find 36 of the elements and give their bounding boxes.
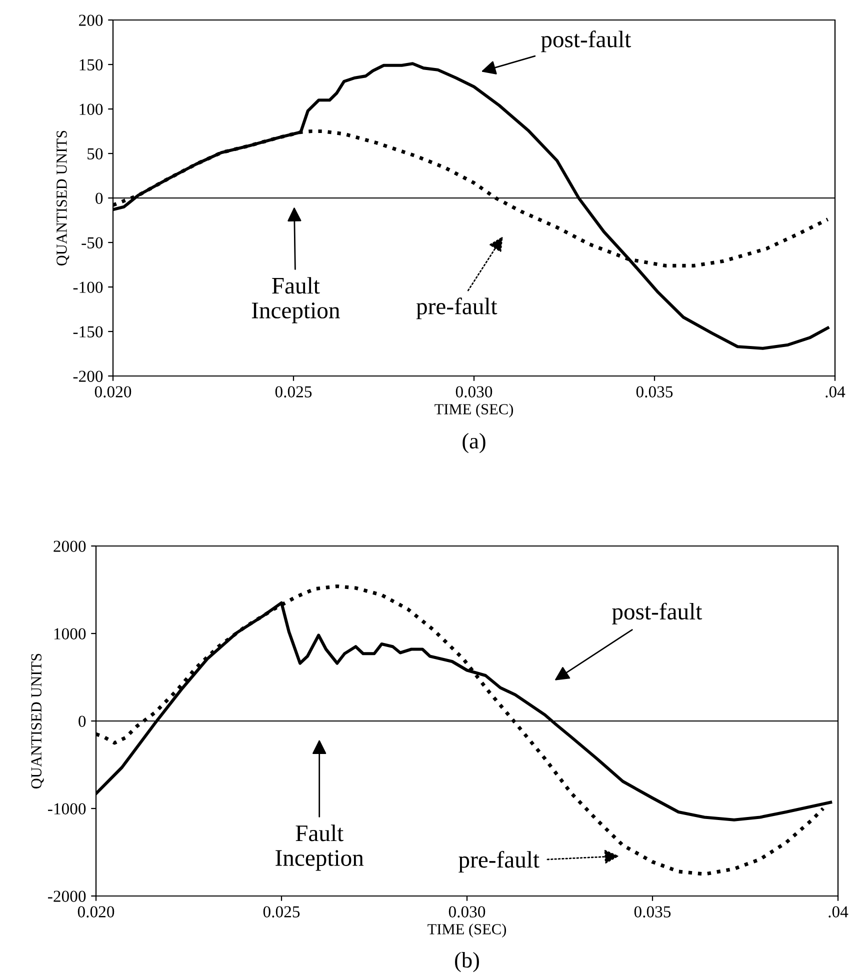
- x-tick-label: 0.020: [94, 386, 132, 398]
- annotation: pre-fault: [458, 850, 540, 873]
- text: (b): [455, 952, 479, 972]
- y-axis-title: QUANTISED UNITS: [56, 130, 70, 266]
- annotation: post-fault: [612, 602, 702, 624]
- annotation: Fault Inception: [252, 277, 340, 324]
- annotation: pre-fault: [416, 298, 498, 320]
- x-axis-title: TIME (SEC): [428, 924, 506, 938]
- y-tick-label: -2000: [48, 890, 86, 902]
- x-tick-label: 0.025: [263, 906, 300, 918]
- annotation: Fault Inception: [276, 824, 364, 871]
- x-tick-label: .04: [828, 906, 848, 918]
- x-tick-label: 0.030: [448, 906, 486, 918]
- y-tick-label: 50: [88, 148, 103, 160]
- text: (a): [462, 432, 486, 454]
- y-tick-label: -200: [73, 370, 103, 382]
- x-tick-label: 0.035: [634, 906, 671, 918]
- x-tick-label: 0.020: [78, 906, 114, 918]
- y-tick-label: -1000: [48, 803, 86, 814]
- x-tick-label: 0.035: [636, 386, 673, 398]
- x-tick-label: .04: [826, 386, 846, 398]
- y-tick-label: -100: [73, 282, 103, 293]
- y-tick-label: -150: [73, 326, 103, 338]
- y-tick-label: 100: [80, 104, 103, 115]
- y-tick-label: 0: [96, 192, 103, 204]
- y-tick-label: -50: [82, 237, 103, 248]
- y-tick-label: 150: [80, 59, 103, 70]
- y-tick-label: 200: [79, 14, 103, 26]
- annotation: post-fault: [541, 30, 632, 52]
- y-axis-title: QUANTISED UNITS: [31, 654, 44, 788]
- y-tick-label: 0: [78, 716, 86, 727]
- x-tick-label: 0.030: [456, 386, 492, 398]
- x-tick-label: 0.025: [275, 386, 312, 398]
- y-tick-label: 1000: [54, 628, 86, 640]
- y-tick-label: 2000: [54, 540, 86, 552]
- x-axis-title: TIME (SEC): [434, 404, 514, 418]
